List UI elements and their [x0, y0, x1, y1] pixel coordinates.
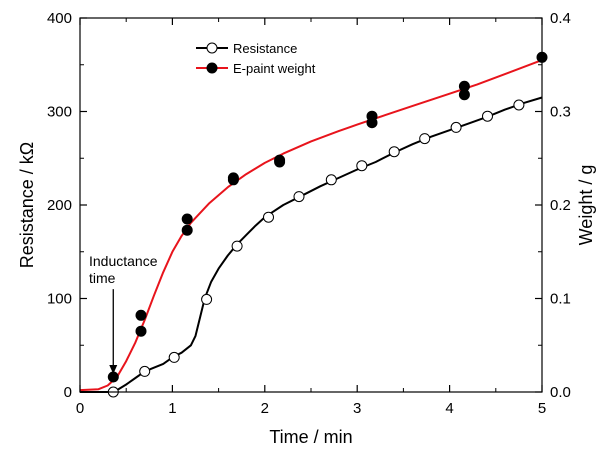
epaint-data-point — [458, 89, 470, 101]
epaint-series-line — [79, 59, 543, 392]
epaint-data-point — [366, 117, 378, 129]
y-right-tick-label: 0.1 — [550, 291, 571, 308]
resistance-data-point — [325, 174, 337, 186]
annotation-line-1: Inductance — [89, 253, 158, 269]
epaint-data-point — [274, 156, 286, 168]
series-layer — [79, 51, 548, 398]
epaint-data-point — [181, 213, 193, 225]
y-left-tick-label: 100 — [47, 291, 72, 308]
y-right-tick-label: 0.3 — [550, 104, 571, 121]
x-tick-label: 4 — [445, 400, 453, 417]
resistance-data-point — [139, 365, 151, 377]
legend-resistance-marker — [206, 42, 218, 54]
resistance-data-point — [450, 121, 462, 133]
y-right-tick-label: 0.2 — [550, 197, 571, 214]
resistance-data-point — [356, 160, 368, 172]
resistance-data-point — [513, 99, 525, 111]
resistance-data-point — [388, 146, 400, 158]
annotation-arrowhead — [109, 364, 118, 374]
y-left-tick-label: 400 — [47, 10, 72, 27]
epaint-data-point — [135, 309, 147, 321]
x-tick-label: 3 — [353, 400, 361, 417]
resistance-data-point — [482, 110, 493, 122]
epaint-data-point — [135, 325, 147, 337]
resistance-data-point — [419, 133, 431, 145]
x-axis-title: Time / min — [269, 427, 352, 447]
legend: Resistance E-paint weight — [196, 41, 316, 76]
y-left-tick-label: 0 — [64, 384, 72, 401]
legend-epaint-label: E-paint weight — [233, 61, 316, 76]
ticks-layer — [79, 17, 543, 393]
resistance-data-point — [168, 351, 180, 363]
y-right-tick-label: 0.4 — [550, 10, 571, 27]
resistance-data-point — [231, 240, 243, 252]
y-axis-title-right: Weight / g — [576, 165, 596, 246]
resistance-series-line — [80, 96, 543, 393]
x-tick-label: 0 — [76, 400, 84, 417]
legend-resistance-label: Resistance — [233, 41, 297, 56]
y-right-tick-label: 0.0 — [550, 384, 571, 401]
y-axis-title-left: Resistance / kΩ — [17, 142, 37, 269]
x-tick-label: 5 — [538, 400, 546, 417]
resistance-data-point — [263, 211, 274, 223]
annotation-line-2: time — [89, 270, 116, 286]
x-tick-label: 2 — [261, 400, 269, 417]
inductance-annotation: Inductance time — [89, 253, 158, 374]
x-tick-label: 1 — [168, 400, 176, 417]
epaint-data-point — [181, 224, 193, 236]
resistance-data-point — [201, 293, 213, 305]
labels-layer: 0 1 2 3 4 5 0 100 200 300 400 0.0 0.1 0.2 0.3 0.4 — [47, 10, 571, 417]
resistance-data-point — [293, 191, 305, 203]
legend-epaint-marker — [206, 62, 218, 74]
y-left-tick-label: 300 — [47, 104, 72, 121]
epaint-data-point — [227, 174, 239, 186]
y-left-tick-label: 200 — [47, 197, 72, 214]
